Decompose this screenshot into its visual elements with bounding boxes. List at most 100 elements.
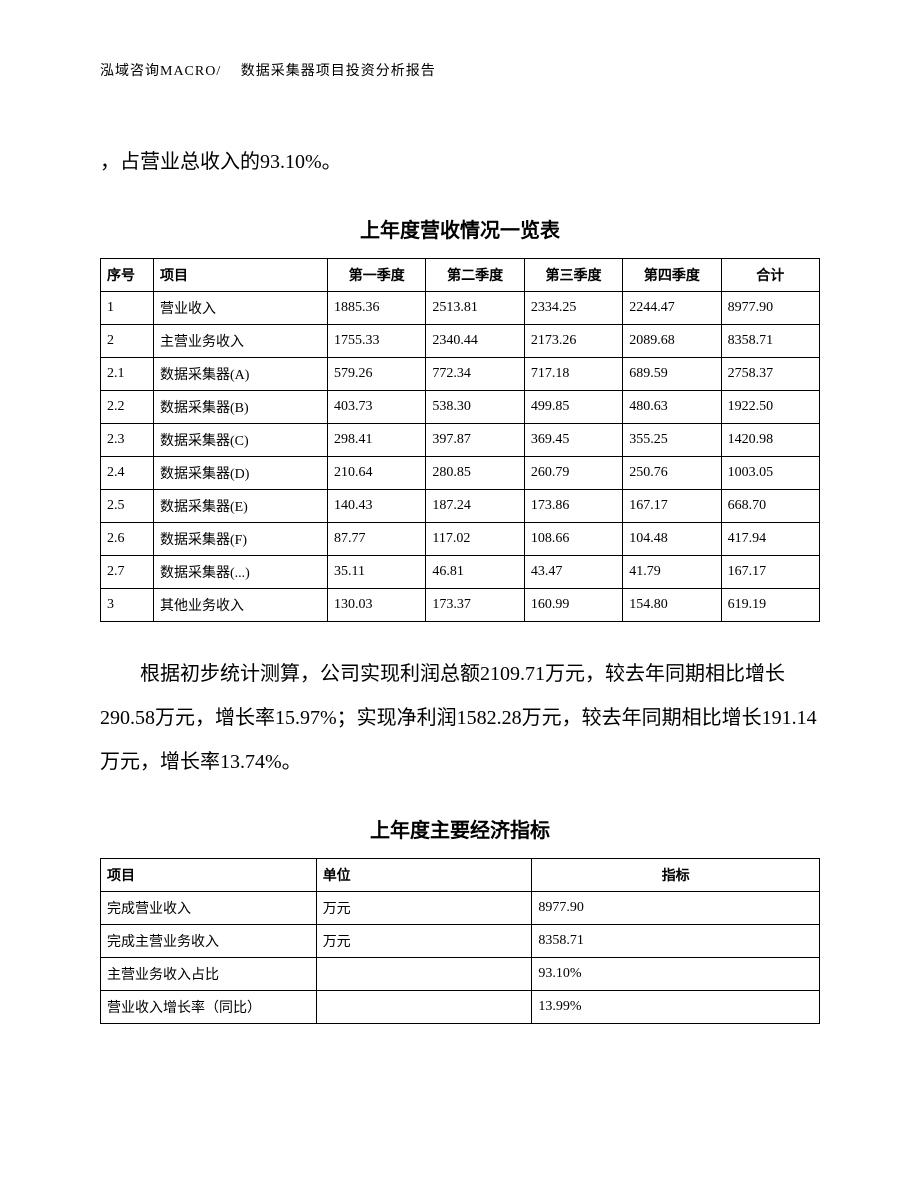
table1-header-row: 序号 项目 第一季度 第二季度 第三季度 第四季度 合计: [101, 259, 820, 292]
table-cell: 数据采集器(C): [153, 424, 327, 457]
table-cell: 2.2: [101, 391, 154, 424]
table-cell: 480.63: [623, 391, 721, 424]
table-cell: 完成营业收入: [101, 892, 317, 925]
table-cell: 187.24: [426, 490, 524, 523]
table-row: 2.3数据采集器(C)298.41397.87369.45355.251420.…: [101, 424, 820, 457]
table-row: 2.7数据采集器(...)35.1146.8143.4741.79167.17: [101, 556, 820, 589]
table-cell: 108.66: [524, 523, 622, 556]
table-cell: 1420.98: [721, 424, 819, 457]
table-cell: 403.73: [328, 391, 426, 424]
table-cell: 1: [101, 292, 154, 325]
table-cell: 完成主营业务收入: [101, 925, 317, 958]
table-cell: 其他业务收入: [153, 589, 327, 622]
table-cell: 160.99: [524, 589, 622, 622]
table-cell: 1922.50: [721, 391, 819, 424]
table-cell: 579.26: [328, 358, 426, 391]
table-cell: 8977.90: [721, 292, 819, 325]
table-cell: 数据采集器(A): [153, 358, 327, 391]
table1-header-cell: 序号: [101, 259, 154, 292]
table-cell: 2.7: [101, 556, 154, 589]
table-cell: 46.81: [426, 556, 524, 589]
table-cell: 355.25: [623, 424, 721, 457]
table-cell: 173.37: [426, 589, 524, 622]
table-cell: 2.6: [101, 523, 154, 556]
table1-header-cell: 第一季度: [328, 259, 426, 292]
table1-header-cell: 合计: [721, 259, 819, 292]
table-cell: 298.41: [328, 424, 426, 457]
table-cell: 619.19: [721, 589, 819, 622]
table-cell: 1755.33: [328, 325, 426, 358]
table-cell: 772.34: [426, 358, 524, 391]
table-row: 2主营业务收入1755.332340.442173.262089.688358.…: [101, 325, 820, 358]
table2-header-cell: 项目: [101, 859, 317, 892]
table-row: 完成主营业务收入万元8358.71: [101, 925, 820, 958]
table-cell: 689.59: [623, 358, 721, 391]
table-cell: 1003.05: [721, 457, 819, 490]
table-cell: 260.79: [524, 457, 622, 490]
table-cell: 2089.68: [623, 325, 721, 358]
indicator-table: 项目 单位 指标 完成营业收入万元8977.90完成主营业务收入万元8358.7…: [100, 858, 820, 1024]
table-cell: 41.79: [623, 556, 721, 589]
table-cell: 数据采集器(D): [153, 457, 327, 490]
table2-title: 上年度主要经济指标: [100, 814, 820, 843]
table-cell: 397.87: [426, 424, 524, 457]
table-cell: 8358.71: [721, 325, 819, 358]
page-header: 泓域咨询MACRO/ 数据采集器项目投资分析报告: [100, 60, 820, 80]
table1-title: 上年度营收情况一览表: [100, 214, 820, 243]
table-row: 主营业务收入占比93.10%: [101, 958, 820, 991]
table-cell: 250.76: [623, 457, 721, 490]
table-cell: [316, 991, 532, 1024]
table-cell: 营业收入增长率（同比）: [101, 991, 317, 1024]
table1-header-cell: 项目: [153, 259, 327, 292]
table1-header-cell: 第四季度: [623, 259, 721, 292]
table1-header-cell: 第二季度: [426, 259, 524, 292]
table-row: 1营业收入1885.362513.812334.252244.478977.90: [101, 292, 820, 325]
table-cell: 数据采集器(...): [153, 556, 327, 589]
table-row: 2.4数据采集器(D)210.64280.85260.79250.761003.…: [101, 457, 820, 490]
table-cell: 万元: [316, 892, 532, 925]
table-row: 2.1数据采集器(A)579.26772.34717.18689.592758.…: [101, 358, 820, 391]
table-cell: 2513.81: [426, 292, 524, 325]
table-cell: 668.70: [721, 490, 819, 523]
table-cell: 主营业务收入: [153, 325, 327, 358]
table-cell: 2.3: [101, 424, 154, 457]
table-cell: 140.43: [328, 490, 426, 523]
table-cell: 538.30: [426, 391, 524, 424]
table-cell: 2.1: [101, 358, 154, 391]
table-cell: 1885.36: [328, 292, 426, 325]
table-cell: 2758.37: [721, 358, 819, 391]
table-cell: 13.99%: [532, 991, 820, 1024]
table-cell: 3: [101, 589, 154, 622]
table-cell: 2244.47: [623, 292, 721, 325]
table-row: 3其他业务收入130.03173.37160.99154.80619.19: [101, 589, 820, 622]
table-cell: 717.18: [524, 358, 622, 391]
paragraph-2: 根据初步统计测算，公司实现利润总额2109.71万元，较去年同期相比增长290.…: [100, 652, 820, 784]
table-cell: 数据采集器(E): [153, 490, 327, 523]
table-cell: 万元: [316, 925, 532, 958]
table-row: 2.5数据采集器(E)140.43187.24173.86167.17668.7…: [101, 490, 820, 523]
table-cell: 8977.90: [532, 892, 820, 925]
table-cell: 2340.44: [426, 325, 524, 358]
table-cell: 369.45: [524, 424, 622, 457]
table-cell: 130.03: [328, 589, 426, 622]
table-cell: 主营业务收入占比: [101, 958, 317, 991]
table-cell: 167.17: [623, 490, 721, 523]
table-row: 完成营业收入万元8977.90: [101, 892, 820, 925]
table-cell: 2173.26: [524, 325, 622, 358]
table-cell: [316, 958, 532, 991]
table-row: 营业收入增长率（同比） 13.99%: [101, 991, 820, 1024]
table2-header-cell: 指标: [532, 859, 820, 892]
table-cell: 数据采集器(F): [153, 523, 327, 556]
table-cell: 87.77: [328, 523, 426, 556]
table-cell: 210.64: [328, 457, 426, 490]
table-row: 2.2数据采集器(B)403.73538.30499.85480.631922.…: [101, 391, 820, 424]
table-cell: 117.02: [426, 523, 524, 556]
table2-header-row: 项目 单位 指标: [101, 859, 820, 892]
table-cell: 2.5: [101, 490, 154, 523]
table-cell: 43.47: [524, 556, 622, 589]
table-row: 2.6数据采集器(F)87.77117.02108.66104.48417.94: [101, 523, 820, 556]
table-cell: 154.80: [623, 589, 721, 622]
table-cell: 499.85: [524, 391, 622, 424]
table-cell: 280.85: [426, 457, 524, 490]
table-cell: 2.4: [101, 457, 154, 490]
